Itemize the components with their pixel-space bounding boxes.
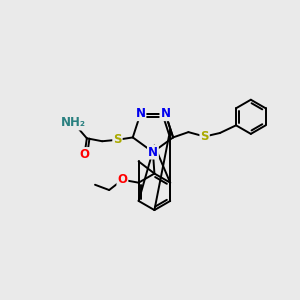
Text: N: N (148, 146, 158, 159)
Text: O: O (80, 148, 89, 161)
Text: S: S (200, 130, 209, 143)
Text: N: N (136, 107, 146, 120)
Text: N: N (160, 107, 170, 120)
Text: O: O (117, 173, 128, 186)
Text: S: S (113, 133, 122, 146)
Text: NH₂: NH₂ (61, 116, 86, 130)
